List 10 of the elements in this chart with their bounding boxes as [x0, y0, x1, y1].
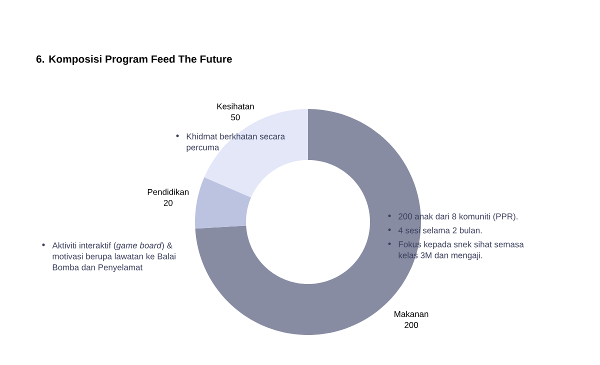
data-label: 50 — [231, 114, 240, 120]
data-label: 200 — [404, 322, 418, 328]
data-label: 20 — [164, 200, 173, 206]
text: Aktiviti interaktif (game board) & motivasi berupa lawatan ke Balai Bomba dan Penyelamat — [52, 242, 176, 272]
text: 4 sesi selama 2 bulan. — [398, 227, 482, 234]
slice-label: Pendidikan — [148, 188, 189, 195]
text: Khidmat berkhatan secara percuma — [186, 133, 286, 152]
chart-title: 6. Komposisi Program Feed The Future — [36, 55, 232, 65]
slice-label: Kesihatan — [217, 103, 254, 110]
slice-label: Makanan — [394, 310, 428, 318]
